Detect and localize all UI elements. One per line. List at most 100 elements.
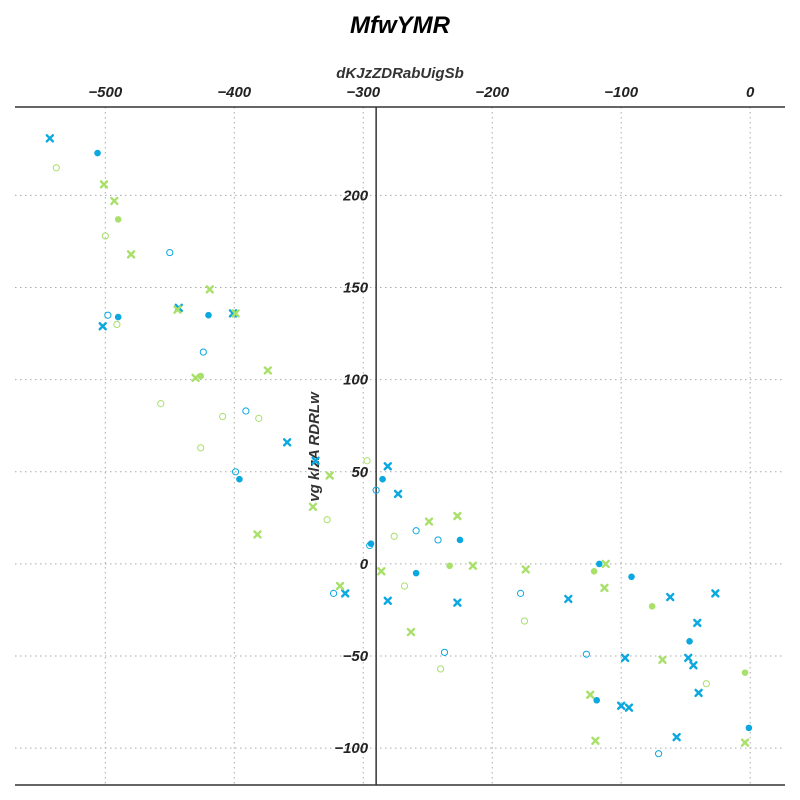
data-point xyxy=(590,567,598,575)
x-tick-label: −400 xyxy=(217,84,251,101)
data-point xyxy=(126,250,136,259)
data-point xyxy=(323,516,331,524)
data-point xyxy=(242,407,250,415)
data-point xyxy=(363,457,371,465)
y-tick-label: 100 xyxy=(343,372,369,389)
data-point xyxy=(620,653,630,663)
y-tick-label: 50 xyxy=(351,464,368,481)
data-point xyxy=(655,750,663,758)
y-axis-label: vg klzA RDRLw xyxy=(306,391,323,502)
data-point xyxy=(468,561,478,570)
data-point xyxy=(648,602,656,610)
x-tick-label: −300 xyxy=(346,84,380,101)
data-point xyxy=(600,583,609,593)
data-point xyxy=(453,511,462,521)
data-point xyxy=(740,738,750,747)
data-point xyxy=(693,618,702,628)
data-point xyxy=(586,690,595,699)
x-tick-label: 0 xyxy=(746,84,755,101)
data-point xyxy=(366,541,374,550)
x-tick-label: −100 xyxy=(604,84,638,101)
data-point xyxy=(255,414,263,422)
x-tick-labels: −500 −400 −300 −200 −100 0 xyxy=(88,84,755,101)
data-point xyxy=(694,688,703,698)
y-tick-label: 200 xyxy=(342,187,369,204)
data-point xyxy=(393,489,403,499)
data-point xyxy=(628,573,635,581)
data-point xyxy=(595,560,603,568)
data-point xyxy=(741,669,749,676)
data-point xyxy=(446,562,453,570)
data-point xyxy=(325,471,334,480)
chart-title: MfwYMR xyxy=(350,12,451,39)
y-tick-label: 150 xyxy=(343,280,369,297)
data-point xyxy=(440,648,449,656)
data-point xyxy=(219,412,227,421)
data-point xyxy=(372,486,380,494)
data-point xyxy=(110,196,119,206)
data-point xyxy=(114,216,122,223)
data-point xyxy=(101,232,109,240)
data-point xyxy=(205,311,212,319)
data-point xyxy=(686,637,693,645)
data-point xyxy=(114,313,122,321)
data-point xyxy=(582,650,590,658)
y-tick-labels: −100 −50 0 50 100 150 200 xyxy=(334,187,368,757)
data-point xyxy=(45,134,55,143)
data-point xyxy=(191,373,200,383)
data-point xyxy=(593,696,600,704)
data-point xyxy=(199,348,207,356)
data-point xyxy=(236,475,243,483)
x-tick-label: −500 xyxy=(88,84,122,101)
x-tick-label: −200 xyxy=(475,84,509,101)
data-point xyxy=(308,502,318,511)
data-point xyxy=(311,456,320,465)
data-point xyxy=(367,540,375,547)
data-point xyxy=(377,567,386,576)
data-point xyxy=(520,617,529,625)
data-point xyxy=(745,724,753,732)
data-point xyxy=(231,468,240,476)
data-point xyxy=(521,565,530,574)
data-point xyxy=(412,569,420,577)
data-point xyxy=(684,653,693,663)
data-point xyxy=(453,598,462,607)
data-point xyxy=(666,592,675,602)
data-point xyxy=(672,732,681,742)
data-point xyxy=(205,285,214,294)
data-point xyxy=(601,559,610,569)
data-point xyxy=(658,655,667,664)
data-point xyxy=(689,661,698,670)
frame-layer xyxy=(15,106,785,786)
data-point xyxy=(412,527,420,535)
data-point xyxy=(437,665,445,673)
data-point xyxy=(104,311,112,319)
data-point xyxy=(390,532,398,540)
data-point xyxy=(197,444,205,452)
data-point xyxy=(52,164,60,172)
data-point xyxy=(282,438,292,447)
data-point xyxy=(711,589,720,598)
data-point xyxy=(335,581,345,591)
data-point xyxy=(516,589,525,597)
data-point xyxy=(702,680,710,688)
y-tick-label: 0 xyxy=(360,556,369,573)
data-point xyxy=(166,248,174,257)
data-point xyxy=(98,322,107,331)
data-point xyxy=(383,462,392,471)
data-point xyxy=(340,589,350,598)
data-point xyxy=(329,589,338,597)
data-point xyxy=(624,703,634,712)
data-point xyxy=(379,475,386,483)
data-point xyxy=(157,400,165,408)
data-point xyxy=(400,582,409,590)
data-point xyxy=(456,536,464,544)
data-point xyxy=(113,320,121,329)
data-points xyxy=(45,134,753,758)
data-point xyxy=(434,536,442,544)
data-point xyxy=(253,530,262,539)
grid-layer xyxy=(15,107,785,785)
data-point xyxy=(99,180,109,189)
data-point xyxy=(231,309,240,318)
